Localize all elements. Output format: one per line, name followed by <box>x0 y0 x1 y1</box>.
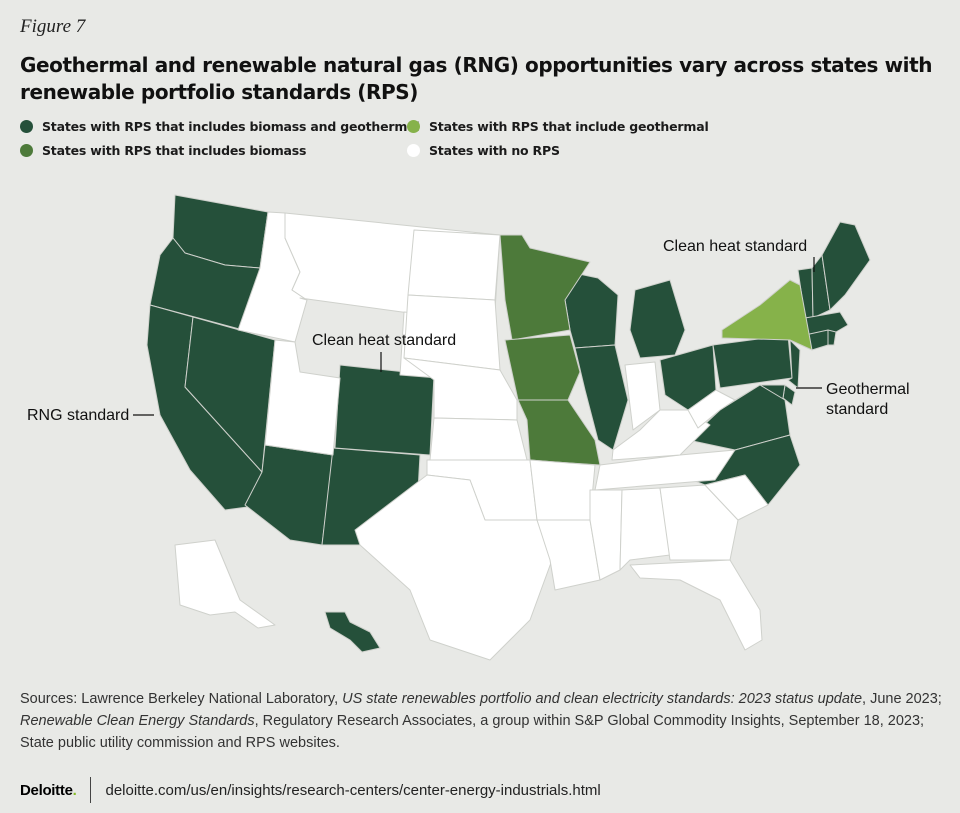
footer: Deloitte. deloitte.com/us/en/insights/re… <box>20 776 601 804</box>
annotation-clean-heat-co: Clean heat standard <box>312 332 456 372</box>
sources-mid: , June 2023; <box>862 691 942 707</box>
annotation-geothermal-label-1: Geothermal <box>826 381 910 398</box>
legend-label: States with RPS that includes biomass an… <box>42 119 420 134</box>
source-url[interactable]: deloitte.com/us/en/insights/research-cen… <box>105 781 601 799</box>
state-ia <box>504 334 581 401</box>
state-mn <box>499 234 591 341</box>
legend-swatch <box>407 120 420 133</box>
deloitte-logo: Deloitte. <box>20 781 77 799</box>
legend-label: States with RPS that include geothermal <box>429 119 709 134</box>
chart-title: Geothermal and renewable natural gas (RN… <box>20 53 933 104</box>
state-nd <box>407 229 501 301</box>
legend-label: States with no RPS <box>429 143 560 158</box>
state-wv <box>687 389 736 429</box>
legend-swatch <box>20 120 33 133</box>
state-tx <box>354 474 553 661</box>
state-ms <box>589 489 623 581</box>
state-ut <box>264 339 341 456</box>
state-ga <box>659 484 739 561</box>
state-nj <box>787 339 801 389</box>
state-mo <box>517 399 601 466</box>
legend-item-biomass-geothermal: States with RPS that includes biomass an… <box>20 119 420 134</box>
sources-prefix: Sources: Lawrence Berkeley National Labo… <box>20 691 343 707</box>
state-al <box>619 487 671 571</box>
legend-item-geothermal: States with RPS that include geothermal <box>407 119 709 134</box>
annotation-clean-heat-co-label: Clean heat standard <box>312 332 456 349</box>
legend-item-no-rps: States with no RPS <box>407 143 560 158</box>
figure-label: Figure 7 <box>20 16 86 37</box>
legend-item-biomass: States with RPS that includes biomass <box>20 143 306 158</box>
annotation-geothermal: Geothermal standard <box>796 381 910 418</box>
state-pa <box>712 334 793 389</box>
legend-swatch <box>407 144 420 157</box>
annotation-clean-heat-vt: Clean heat standard <box>663 238 815 272</box>
state-ar <box>529 459 596 521</box>
annotation-rng-label: RNG standard <box>27 407 129 424</box>
us-map: RNG standard Clean heat standard Clean h… <box>27 194 910 661</box>
sources-note: Sources: Lawrence Berkeley National Labo… <box>20 688 945 754</box>
state-ri <box>827 329 837 346</box>
sources-rest: , Regulatory Research Associates, a grou… <box>20 713 925 751</box>
footer-divider <box>90 777 92 803</box>
state-co <box>334 364 435 456</box>
state-ak <box>174 539 276 629</box>
sources-doc2: Renewable Clean Energy Standards <box>20 713 255 729</box>
legend-label: States with RPS that includes biomass <box>42 143 307 158</box>
state-sc <box>704 474 769 521</box>
legend: States with RPS that includes biomass an… <box>20 119 940 165</box>
state-ny <box>721 279 813 351</box>
legend-swatch <box>20 144 33 157</box>
annotation-geothermal-label-2: standard <box>826 401 888 418</box>
annotation-rng: RNG standard <box>27 407 154 424</box>
state-ks <box>429 417 528 461</box>
state-fl <box>629 559 763 651</box>
state-in <box>624 361 661 431</box>
sources-doc1: US state renewables portfolio and clean … <box>342 691 863 707</box>
state-tn <box>594 449 736 491</box>
state-hi <box>324 611 381 653</box>
state-mi <box>629 279 686 359</box>
state-me <box>821 221 871 311</box>
state-la <box>536 519 601 591</box>
annotation-clean-heat-vt-label: Clean heat standard <box>663 238 807 255</box>
